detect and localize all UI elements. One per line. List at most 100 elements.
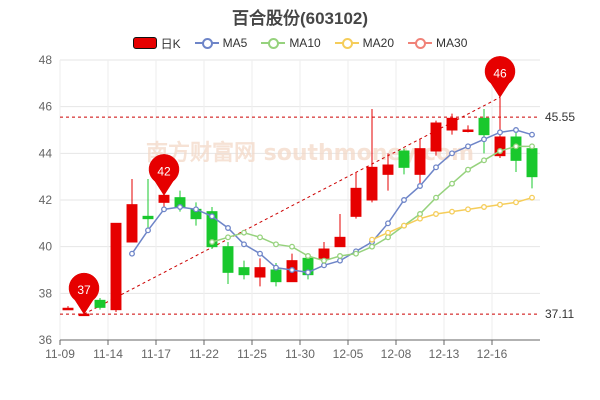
series-point [529, 131, 535, 138]
candle [222, 242, 234, 284]
series-point [465, 206, 471, 213]
legend-label-ma10: MA10 [289, 36, 321, 50]
legend-swatch-ma20 [334, 37, 359, 49]
candle-body [398, 150, 410, 168]
legend-label-ma20: MA20 [362, 36, 395, 50]
candle [430, 120, 442, 156]
candle [414, 139, 426, 184]
series-point [161, 206, 167, 213]
series-point [209, 213, 215, 220]
series-point [225, 234, 231, 241]
y-tick-label: 44 [39, 146, 53, 160]
candle-body [62, 307, 74, 311]
series-point [257, 234, 263, 241]
candle-body [366, 166, 378, 201]
series-point [273, 264, 279, 271]
pin-label: 46 [493, 66, 507, 80]
series-point [417, 183, 423, 189]
y-tick-label: 36 [39, 333, 53, 347]
series-point [401, 197, 407, 203]
x-tick-label: 11-09 [45, 347, 75, 361]
legend-swatch-ma5 [194, 37, 219, 49]
chart-title: 百合股份(603102) [231, 9, 369, 28]
axes: 36 38 40 42 44 46 48 11-09 11-14 11-17 11-22 11-25 1… [39, 53, 540, 361]
series-point [241, 229, 247, 236]
series-point [529, 143, 535, 150]
series-point [353, 250, 359, 257]
series-point [449, 208, 455, 215]
candle [126, 179, 138, 243]
candle [302, 256, 314, 280]
candle-body [334, 236, 346, 248]
legend-item-daily-k[interactable]: 日K [132, 35, 181, 52]
legend-item-ma10[interactable]: MA10 [261, 36, 321, 50]
candle-body [158, 194, 170, 203]
series-point [145, 227, 151, 234]
legend-item-ma30[interactable]: MA30 [408, 36, 467, 50]
y-tick-label: 38 [39, 286, 53, 300]
series-point [129, 250, 135, 257]
series-point [321, 262, 327, 269]
series-point [193, 206, 199, 213]
candle [462, 125, 474, 133]
x-tick-label: 12-08 [381, 347, 412, 361]
series-ma20 [369, 194, 535, 243]
candle-body [494, 136, 506, 157]
pin-label: 37 [77, 283, 91, 297]
candle [446, 113, 458, 135]
series-point [497, 201, 503, 208]
candle-body [414, 148, 426, 175]
candle [94, 298, 106, 310]
y-tick-label: 42 [39, 193, 53, 207]
candle-body [446, 117, 458, 131]
candle [190, 202, 202, 226]
candle-body [238, 267, 250, 276]
candle-body [206, 211, 218, 248]
candle-body [94, 299, 106, 308]
series-point [513, 127, 519, 133]
candle [254, 258, 266, 287]
series-point [529, 194, 535, 201]
pin-shape [484, 56, 516, 98]
candle [334, 214, 346, 248]
series-point [209, 239, 215, 245]
legend-item-ma5[interactable]: MA5 [194, 36, 248, 50]
series-point [449, 150, 455, 157]
reference-line-label: 37.11 [545, 307, 574, 321]
pin-marker-37: 37 [68, 272, 100, 315]
x-tick-label: 11-17 [141, 347, 171, 361]
candle [62, 306, 74, 311]
series-point [497, 148, 503, 154]
series-ma5 [129, 127, 535, 276]
series-point [289, 267, 295, 273]
x-tick-label: 11-22 [189, 347, 219, 361]
candle [526, 144, 538, 189]
candle-body [126, 204, 138, 243]
pin-label: 42 [157, 164, 171, 178]
legend-label-ma5: MA5 [222, 36, 248, 50]
series-point [369, 243, 375, 250]
series-point [369, 236, 375, 243]
candle-body [270, 269, 282, 283]
x-tick-label: 11-14 [93, 347, 123, 361]
x-tick-label: 11-25 [237, 347, 267, 361]
candle [350, 172, 362, 219]
pin-shape [68, 272, 100, 315]
x-tick-label: 11-30 [285, 347, 315, 361]
candle [398, 148, 410, 175]
series-point [401, 222, 407, 229]
series-point [385, 220, 391, 227]
candle [382, 153, 394, 191]
candle [238, 260, 250, 280]
series-point [465, 143, 471, 150]
series-point [481, 204, 487, 210]
candle-body [222, 246, 234, 273]
legend-item-ma20[interactable]: MA20 [334, 36, 395, 50]
series-point [337, 257, 343, 264]
series-point [417, 215, 423, 222]
candle [494, 97, 506, 158]
y-tick-label: 48 [39, 53, 53, 67]
candle [110, 222, 122, 312]
series-point [177, 204, 183, 210]
